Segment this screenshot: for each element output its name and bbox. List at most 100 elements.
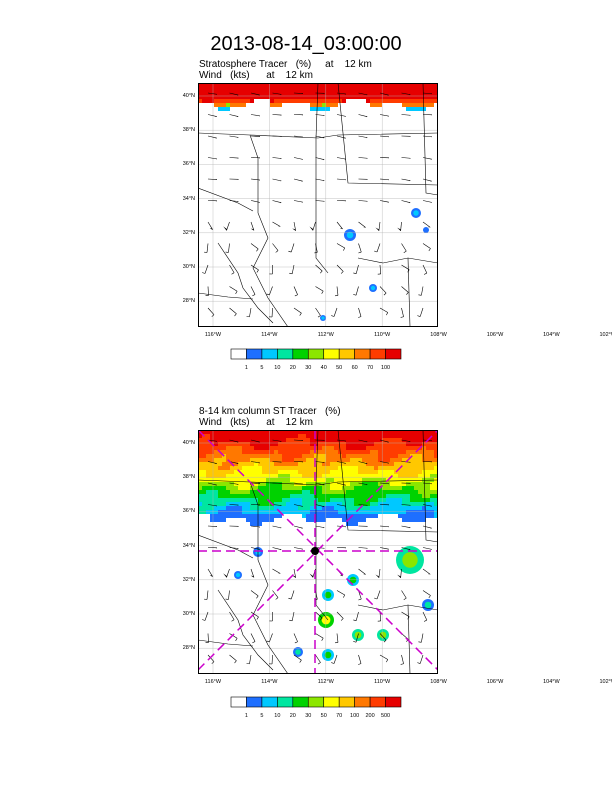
tracer-cell bbox=[238, 462, 242, 466]
tracer-cell bbox=[342, 498, 346, 502]
tracer-cell bbox=[202, 430, 206, 434]
tracer-cell bbox=[326, 442, 330, 446]
tracer-cell bbox=[302, 91, 306, 95]
tracer-cell bbox=[314, 462, 318, 466]
tracer-cell bbox=[430, 454, 434, 458]
tracer-cell bbox=[378, 430, 382, 434]
tracer-cell bbox=[266, 506, 270, 510]
tracer-cell bbox=[202, 506, 206, 510]
wind-barb bbox=[315, 525, 325, 529]
tracer-cell bbox=[394, 446, 398, 450]
tracer-cell bbox=[334, 95, 338, 99]
tracer-cell bbox=[238, 450, 242, 454]
tracer-cell bbox=[318, 498, 322, 502]
tracer-cell bbox=[402, 494, 406, 498]
tracer-cell bbox=[234, 470, 238, 474]
tracer-cell bbox=[290, 430, 294, 434]
panel1-title-line2: Wind (kts) at 12 km bbox=[199, 70, 313, 81]
tracer-cell bbox=[302, 438, 306, 442]
tracer-cell bbox=[218, 95, 222, 99]
tracer-blob-core bbox=[413, 210, 419, 216]
tracer-cell bbox=[310, 466, 314, 470]
tracer-cell bbox=[238, 482, 242, 486]
legend-swatch bbox=[338, 696, 355, 708]
tracer-cell bbox=[358, 514, 362, 518]
tracer-cell bbox=[214, 442, 218, 446]
tracer-cell bbox=[382, 454, 386, 458]
tracer-cell bbox=[218, 502, 222, 506]
tracer-cell bbox=[250, 95, 254, 99]
tracer-cell bbox=[246, 442, 250, 446]
state-border bbox=[315, 83, 329, 274]
tracer-cell bbox=[326, 466, 330, 470]
legend-label: 200 bbox=[365, 713, 375, 719]
tracer-cell bbox=[362, 438, 366, 442]
tracer-cell bbox=[418, 462, 422, 466]
map-frame bbox=[198, 430, 438, 674]
wind-barb bbox=[375, 221, 381, 231]
tracer-cell bbox=[422, 506, 426, 510]
legend-swatch bbox=[385, 348, 402, 360]
tracer-cell bbox=[294, 83, 298, 87]
tracer-cell bbox=[430, 490, 434, 494]
tracer-cell bbox=[414, 442, 418, 446]
tracer-cell bbox=[302, 434, 306, 438]
panel2-map bbox=[198, 430, 438, 674]
tracer-cell bbox=[254, 462, 258, 466]
tracer-cell bbox=[354, 454, 358, 458]
legend-label: 30 bbox=[305, 713, 312, 719]
tracer-cell bbox=[262, 502, 266, 506]
wind-barb bbox=[207, 654, 215, 664]
tracer-cell bbox=[430, 430, 434, 434]
tracer-cell bbox=[206, 510, 210, 514]
tracer-cell bbox=[298, 506, 302, 510]
legend-label: 5 bbox=[260, 365, 264, 371]
lat-tick-label: 40°N bbox=[182, 93, 195, 99]
tracer-cell bbox=[378, 83, 382, 87]
wind-barb bbox=[250, 633, 256, 644]
tracer-cell bbox=[434, 83, 438, 87]
tracer-cell bbox=[246, 498, 250, 502]
tracer-cell bbox=[214, 474, 218, 478]
tracer-cell bbox=[342, 518, 346, 522]
tracer-cell bbox=[422, 498, 426, 502]
tracer-cell bbox=[350, 95, 354, 99]
wind-barb bbox=[336, 157, 346, 160]
tracer-cell bbox=[330, 434, 334, 438]
tracer-cell bbox=[302, 502, 306, 506]
tracer-cell bbox=[310, 87, 314, 91]
wind-barb bbox=[422, 157, 432, 160]
tracer-cell bbox=[218, 498, 222, 502]
tracer-cell bbox=[390, 446, 394, 450]
tracer-cell bbox=[338, 438, 342, 442]
tracer-cell bbox=[290, 438, 294, 442]
tracer-cell bbox=[410, 446, 414, 450]
tracer-cell bbox=[378, 454, 382, 458]
tracer-cell bbox=[322, 470, 326, 474]
legend-label: 1 bbox=[244, 713, 248, 719]
tracer-cell bbox=[302, 446, 306, 450]
wind-barb bbox=[269, 264, 273, 275]
tracer-cell bbox=[402, 438, 406, 442]
tracer-cell bbox=[242, 91, 246, 95]
wind-barb bbox=[205, 286, 209, 296]
tracer-cell bbox=[366, 490, 370, 494]
tracer-cell bbox=[222, 442, 226, 446]
legend-label: 30 bbox=[305, 365, 312, 371]
tracer-cell bbox=[354, 462, 358, 466]
tracer-cell bbox=[222, 482, 226, 486]
tracer-cell bbox=[322, 502, 326, 506]
tracer-cell bbox=[318, 458, 322, 462]
tracer-cell bbox=[218, 458, 222, 462]
tracer-cell bbox=[310, 518, 314, 522]
tracer-cell bbox=[250, 462, 254, 466]
wind-barb bbox=[272, 114, 282, 116]
tracer-cell bbox=[390, 486, 394, 490]
tracer-cell bbox=[414, 518, 418, 522]
wind-barb bbox=[336, 92, 346, 95]
tracer-cell bbox=[306, 446, 310, 450]
tracer-cell bbox=[210, 83, 214, 87]
tracer-cell bbox=[358, 478, 362, 482]
tracer-cell bbox=[418, 95, 422, 99]
tracer-cell bbox=[410, 91, 414, 95]
